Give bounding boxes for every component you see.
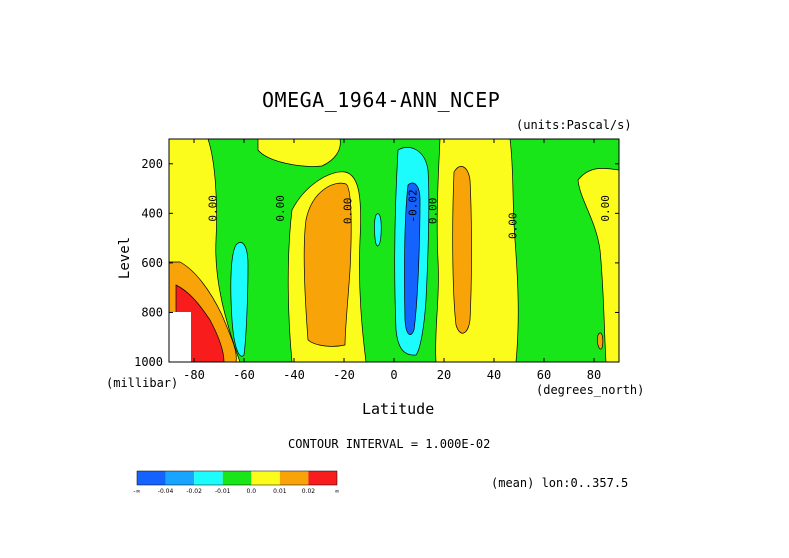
- band-001-002-north-small: [597, 332, 604, 350]
- contour-label: 0.00: [507, 212, 520, 239]
- contour-labels: 0.00 0.00 0.00 -0.02 0.00 0.00 0.00: [207, 189, 613, 239]
- band-0-001-north: [435, 139, 519, 362]
- band-0-001-upper: [257, 139, 341, 167]
- colorbar-label: -0.01: [215, 488, 231, 495]
- contour-label: 0.00: [427, 198, 440, 225]
- colorbar-label: ∞: [335, 488, 340, 495]
- chart-title: OMEGA_1964-ANN_NCEP: [262, 88, 501, 112]
- colorbar-frame: [136, 470, 338, 486]
- colorbar-label: -0.04: [158, 488, 174, 495]
- y-tick-label: 800: [141, 305, 163, 319]
- x-axis-label: Latitude: [362, 400, 435, 418]
- x-tick-label: -40: [283, 368, 305, 382]
- colorbar-swatch: [279, 471, 309, 485]
- band-001-002-north: [452, 166, 472, 334]
- colorbar-swatch: [165, 471, 195, 485]
- band-neg002-neg001-south: [230, 242, 249, 357]
- contour-fill: [169, 139, 619, 362]
- colorbar-swatch: [308, 471, 337, 485]
- colorbar-swatch: [194, 471, 223, 485]
- contour-label: 0.00: [599, 195, 612, 222]
- y-tick-label: 200: [141, 157, 163, 171]
- contour-label: 0.00: [342, 198, 355, 225]
- x-tick-label: 20: [437, 368, 451, 382]
- contour-interval-text: CONTOUR INTERVAL = 1.000E-02: [288, 437, 491, 451]
- colorbar-label: 0.0: [247, 488, 257, 495]
- x-tick-label: -80: [183, 368, 205, 382]
- x-axis-unit: (degrees_north): [536, 383, 645, 397]
- mean-text: (mean) lon:0..357.5: [491, 476, 629, 490]
- x-tick-label: -20: [333, 368, 355, 382]
- colorbar-label: -0.02: [186, 488, 202, 495]
- y-tick-label: 1000: [134, 355, 163, 369]
- colorbar-label: 0.02: [302, 488, 316, 495]
- colorbar-swatch: [251, 471, 280, 485]
- band-0-001-north-polar: [577, 167, 619, 362]
- x-tick-label: 80: [587, 368, 601, 382]
- missing-data-region: [169, 312, 191, 362]
- x-tick-label: 60: [537, 368, 551, 382]
- colorbar-swatch: [222, 471, 252, 485]
- x-tick-label: 0: [390, 368, 397, 382]
- band-neg002-neg001-small: [373, 213, 382, 247]
- axes: -80 -60 -40 -20 0 20 40 60 80 200 400 600 800 1000: [134, 139, 619, 382]
- y-tick-label: 600: [141, 256, 163, 270]
- units-label: (units:Pascal/s): [516, 118, 632, 132]
- y-tick-label: 400: [141, 206, 163, 220]
- colorbar-swatch: [137, 471, 166, 485]
- colorbar: -∞ -0.04 -0.02 -0.01 0.0 0.01 0.02 ∞: [133, 470, 340, 495]
- contour-label: -0.02: [407, 189, 420, 222]
- colorbar-label: -∞: [133, 488, 140, 495]
- contour-label: 0.00: [207, 195, 220, 222]
- colorbar-label: 0.01: [273, 488, 287, 495]
- y-axis-unit: (millibar): [106, 376, 179, 390]
- x-tick-label: -60: [233, 368, 255, 382]
- x-tick-label: 40: [487, 368, 501, 382]
- band-neg003-neg002-tropics: [404, 182, 421, 335]
- band-001-002-midlat-south: [303, 182, 352, 347]
- contour-label: 0.00: [274, 195, 287, 222]
